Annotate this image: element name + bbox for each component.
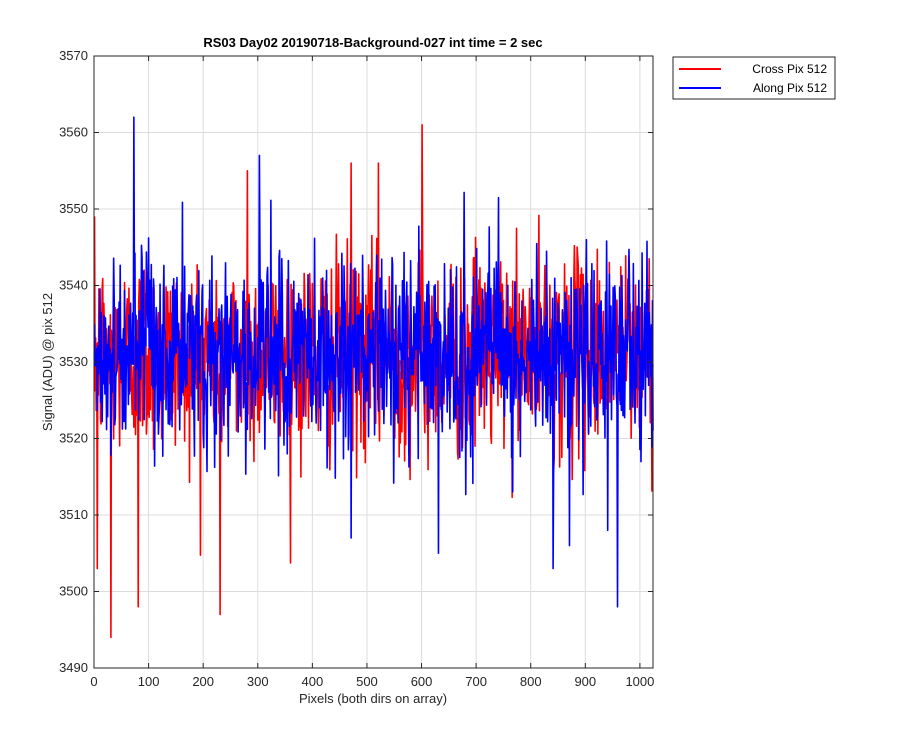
y-tick-label: 3540 [59, 278, 88, 293]
x-axis-label: Pixels (both dirs on array) [299, 691, 447, 706]
x-tick-label: 100 [138, 674, 160, 689]
x-tick-label: 300 [247, 674, 269, 689]
series-line-along-pix-512 [93, 116, 654, 608]
y-tick-label: 3560 [59, 125, 88, 140]
legend: Cross Pix 512 Along Pix 512 [672, 56, 836, 100]
y-tick-label: 3550 [59, 201, 88, 216]
y-axis-ticks: 3490 3500 3510 3520 3530 3540 3550 3560 3570 [59, 48, 653, 675]
legend-box [672, 56, 836, 100]
y-axis-label: Signal (ADU) @ pix 512 [40, 293, 55, 431]
x-tick-label: 0 [90, 674, 97, 689]
chart-title: RS03 Day02 20190718-Background-027 int t… [203, 35, 542, 50]
x-axis-ticks: 0 100 200 300 400 500 600 700 800 900 1000 [90, 56, 654, 689]
x-tick-label: 1000 [625, 674, 654, 689]
y-tick-label: 3570 [59, 48, 88, 63]
y-tick-label: 3490 [59, 660, 88, 675]
y-tick-label: 3510 [59, 507, 88, 522]
x-tick-label: 500 [356, 674, 378, 689]
x-tick-label: 600 [411, 674, 433, 689]
x-tick-label: 900 [574, 674, 596, 689]
y-tick-label: 3500 [59, 584, 88, 599]
x-tick-label: 800 [520, 674, 542, 689]
legend-entry-along: Along Pix 512 [753, 81, 827, 95]
y-tick-label: 3530 [59, 354, 88, 369]
series-layer [93, 116, 654, 639]
legend-entry-cross: Cross Pix 512 [752, 62, 827, 76]
x-tick-label: 200 [192, 674, 214, 689]
x-tick-label: 700 [465, 674, 487, 689]
y-tick-label: 3520 [59, 431, 88, 446]
x-tick-label: 400 [302, 674, 324, 689]
